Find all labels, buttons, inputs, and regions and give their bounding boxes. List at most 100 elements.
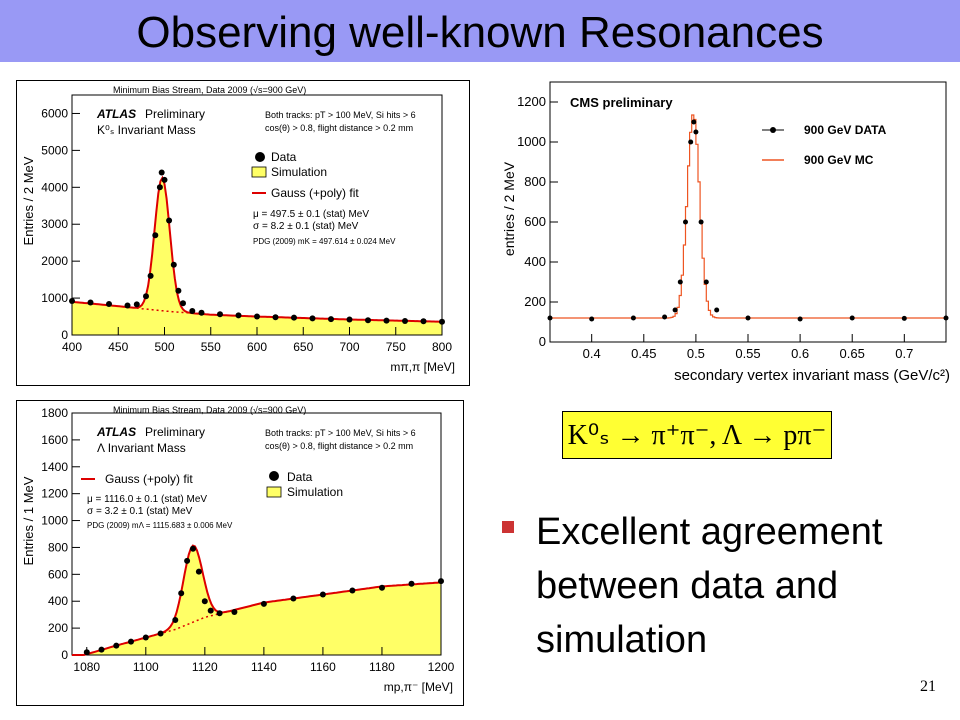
data-point <box>156 184 163 191</box>
y-tick-label: 1400 <box>41 460 68 474</box>
data-point <box>438 578 444 585</box>
y-tick-label: 5000 <box>41 143 68 157</box>
data-point <box>291 314 297 321</box>
data-point <box>943 315 949 321</box>
data-point <box>260 600 267 607</box>
atlas-lambda-svg: 1080 1100 1120 1140 1160 1180 1200 0 200 400 600 80… <box>21 405 455 694</box>
status-label: Preliminary <box>145 107 205 121</box>
atlas-kshort-chart: 400 450 500 550 600 650 700 750 800 0 1000 2000 3000… <box>16 80 470 386</box>
data-point <box>147 272 154 279</box>
data-point <box>901 315 907 321</box>
data-point <box>69 298 75 304</box>
data-point <box>133 301 140 308</box>
data-point <box>691 119 697 125</box>
chart-header: Minimum Bias Stream, Data 2009 (√s=900 G… <box>113 85 306 95</box>
data-point <box>630 315 636 321</box>
cuts-line-1: Both tracks: pT > 100 MeV, Si hits > 6 <box>265 110 416 120</box>
data-point <box>170 261 177 268</box>
data-point <box>703 279 709 285</box>
legend-data-marker <box>269 471 279 481</box>
x-tick-label: 450 <box>108 340 128 354</box>
y-tick-label: 600 <box>524 214 546 229</box>
y-tick-label: 1000 <box>517 134 546 149</box>
data-point <box>217 311 223 318</box>
data-point <box>142 634 149 641</box>
legend-data-marker <box>255 152 265 162</box>
y-tick-label: 2000 <box>41 254 68 268</box>
x-tick-label: 0.7 <box>895 346 913 361</box>
x-tick-label: 400 <box>62 340 82 354</box>
plot-frame <box>549 81 947 343</box>
x-tick-label: 1200 <box>428 660 455 674</box>
simulation-histogram <box>72 177 442 335</box>
data-point <box>319 591 326 598</box>
data-point <box>328 316 334 323</box>
fit-pdg: PDG (2009) mK = 497.614 ± 0.024 MeV <box>253 237 396 246</box>
y-axis-label: Entries / 1 MeV <box>21 476 36 565</box>
y-tick-label: 1000 <box>41 514 68 528</box>
cuts-line-2: cos(θ) > 0.8, flight distance > 0.2 mm <box>265 123 413 133</box>
data-point <box>272 314 279 321</box>
data-point <box>290 595 297 602</box>
cms-kshort-svg: 0.4 0.45 0.5 0.55 0.6 0.65 0.7 0 200 400 600 800 100… <box>501 81 950 384</box>
cuts-line-2: cos(θ) > 0.8, flight distance > 0.2 mm <box>265 441 413 451</box>
chart-subtitle: K⁰ₛ Invariant Mass <box>97 123 196 137</box>
title-bar <box>0 0 960 62</box>
decay-formula: K⁰ₛ → π⁺π⁻, Λ → pπ⁻ <box>567 420 827 451</box>
data-point <box>231 609 238 615</box>
x-tick-label: 700 <box>339 340 359 354</box>
data-point <box>662 314 668 320</box>
data-point <box>402 318 408 324</box>
legend-sim-swatch <box>266 486 282 498</box>
data-point <box>106 301 112 307</box>
experiment-label: CMS preliminary <box>570 95 673 110</box>
x-tick-label: 1120 <box>192 660 218 674</box>
x-tick-label: 1100 <box>133 660 159 674</box>
fit-pdg: PDG (2009) mΛ = 1115.683 ± 0.006 MeV <box>87 521 233 530</box>
page-number: 21 <box>920 678 936 695</box>
x-tick-label: 650 <box>293 340 313 354</box>
x-tick-label: 0.55 <box>735 346 760 361</box>
data-point <box>207 607 214 614</box>
data-point <box>408 580 415 587</box>
y-tick-label: 1000 <box>41 291 68 305</box>
simulation-histogram <box>72 545 441 655</box>
data-point <box>349 587 356 594</box>
x-axis-label: mπ,π [MeV] <box>390 360 455 374</box>
data-point <box>547 315 553 321</box>
chart-header: Minimum Bias Stream, Data 2009 (√s=900 G… <box>113 405 306 415</box>
data-point <box>714 307 720 313</box>
legend-fit: Gauss (+poly) fit <box>105 472 193 486</box>
data-point <box>158 169 165 176</box>
data-point <box>383 317 390 324</box>
data-point <box>683 219 688 225</box>
bullet-square-icon <box>502 521 514 533</box>
experiment-label: ATLAS <box>96 107 136 121</box>
y-tick-label: 400 <box>524 254 546 269</box>
data-point <box>172 617 179 623</box>
data-point <box>184 557 191 564</box>
data-point <box>254 313 260 320</box>
data-point <box>83 649 90 656</box>
x-tick-label: 0.65 <box>840 346 865 361</box>
data-point <box>216 610 223 617</box>
data-point <box>178 590 185 597</box>
y-tick-label: 1200 <box>41 487 68 501</box>
chart-subtitle: Λ Invariant Mass <box>97 441 186 455</box>
fit-mu: μ = 1116.0 ± 0.1 (stat) MeV <box>87 494 207 505</box>
y-tick-label: 0 <box>539 334 546 349</box>
data-point <box>677 279 683 285</box>
legend-data: Data <box>287 470 313 484</box>
y-tick-label: 4000 <box>41 180 68 194</box>
status-label: Preliminary <box>145 425 205 439</box>
x-tick-label: 0.6 <box>791 346 809 361</box>
data-point <box>113 642 120 649</box>
data-point <box>379 584 385 591</box>
data-point <box>688 139 694 145</box>
y-tick-label: 1600 <box>41 433 68 447</box>
legend-simulation: Simulation <box>287 485 343 499</box>
y-tick-label: 6000 <box>41 106 68 120</box>
data-point <box>346 316 353 323</box>
fit-curve <box>71 175 442 323</box>
